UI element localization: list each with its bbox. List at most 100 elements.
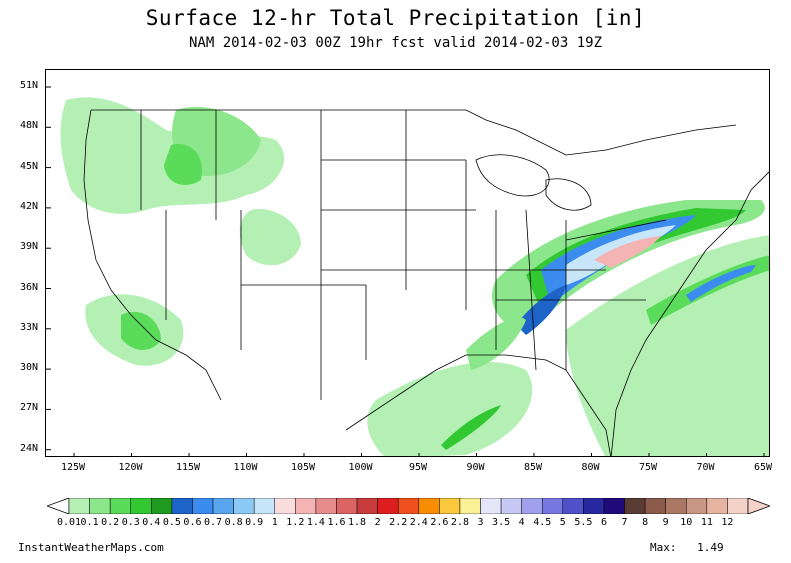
longitude-label: 80W — [581, 462, 600, 473]
legend-swatch — [336, 498, 358, 514]
precipitation-map — [45, 69, 770, 457]
longitude-label: 75W — [638, 462, 658, 473]
latitude-label: 39N — [19, 241, 38, 253]
legend-swatch — [644, 498, 666, 514]
legend-label: 3.5 — [492, 517, 511, 528]
latitude-label: 48N — [19, 120, 38, 132]
precip-area-idaho — [164, 144, 202, 185]
precip-area-atlantic-blue — [686, 265, 756, 302]
latitude-label: 24N — [19, 442, 38, 454]
legend-label: 3 — [477, 517, 484, 528]
map-subtitle: NAM 2014-02-03 00Z 19hr fcst valid 2014-… — [188, 35, 602, 51]
legend-label: 1 — [271, 517, 278, 528]
state-line-2 — [241, 159, 486, 360]
legend-swatch — [233, 498, 255, 514]
legend-swatch — [130, 498, 152, 514]
legend-label: 1.2 — [286, 517, 305, 528]
legend-swatch — [439, 498, 461, 514]
legend-label: 8 — [642, 517, 649, 528]
latitude-label: 33N — [19, 321, 38, 333]
legend-label: 1.6 — [327, 517, 346, 528]
legend-label: 10 — [680, 517, 693, 528]
east-coast — [610, 171, 769, 456]
legend-label: 12 — [721, 517, 734, 528]
legend-label: 4.5 — [533, 517, 552, 528]
legend-swatch — [89, 498, 111, 514]
legend-swatch — [500, 498, 522, 514]
latitude-label: 27N — [19, 402, 38, 414]
longitude-label: 100W — [348, 462, 373, 473]
legend-swatch — [356, 498, 378, 514]
longitude-label: 120W — [118, 462, 143, 473]
longitude-label: 105W — [290, 462, 316, 473]
legend-label: 0.7 — [203, 517, 223, 528]
legend-swatch — [192, 498, 214, 514]
legend-swatch — [377, 498, 399, 514]
legend-label: 5.5 — [574, 517, 593, 528]
precip-area-arizona-core — [121, 311, 161, 350]
legend-swatch — [459, 498, 481, 514]
legend-swatch — [212, 498, 234, 514]
longitude-label: 110W — [233, 462, 258, 473]
latitude-label: 42N — [19, 200, 38, 212]
legend-label: 6 — [600, 517, 607, 528]
legend-swatch — [397, 498, 420, 514]
legend-swatch — [274, 498, 296, 514]
latitude-label: 36N — [19, 281, 38, 293]
legend-label: 2 — [374, 517, 381, 528]
great-lakes — [475, 154, 592, 211]
legend-label: 9 — [662, 517, 669, 528]
legend-label: 11 — [700, 517, 713, 528]
longitude-label: 125W — [60, 462, 86, 473]
legend-label: 5 — [559, 517, 566, 528]
boundaries — [83, 109, 769, 456]
precip-area-gulf-streak — [441, 405, 501, 450]
legend-swatch — [171, 498, 193, 514]
legend-left-arrow — [47, 498, 70, 514]
legend-swatch — [109, 498, 131, 514]
legend-label: 2.8 — [450, 517, 469, 528]
longitude-label: 70W — [696, 462, 715, 473]
legend-swatch — [624, 498, 646, 514]
legend-label: 1.4 — [306, 517, 325, 528]
precip-area-gulf — [367, 362, 533, 456]
site-credit: InstantWeatherMaps.com — [18, 541, 164, 554]
canada-border — [91, 109, 737, 156]
state-line-3 — [405, 110, 567, 371]
legend-swatch — [68, 498, 90, 514]
legend-label: 1.8 — [348, 517, 367, 528]
longitude-label: 95W — [408, 462, 428, 473]
map-title: Surface 12-hr Total Precipitation [in] — [145, 6, 646, 30]
max-value-readout: Max: 1.49 — [650, 541, 724, 554]
state-line-1 — [140, 110, 322, 400]
legend-swatch — [603, 498, 625, 514]
latitude-label: 45N — [19, 160, 38, 172]
precip-area-colorado — [239, 209, 301, 266]
gulf-coast — [345, 354, 612, 456]
precip-area-main-pink — [594, 236, 661, 268]
coastline-west — [83, 109, 222, 401]
longitude-label: 85W — [523, 462, 543, 473]
legend-label: 0.9 — [245, 517, 264, 528]
longitude-label: 90W — [466, 462, 485, 473]
legend-swatch — [295, 498, 317, 514]
legend-label: 0.5 — [162, 517, 181, 528]
legend-label: 0.1 — [80, 517, 99, 528]
precip-area-atlantic — [566, 235, 769, 456]
legend-label: 4 — [518, 517, 525, 528]
max-label: Max: — [650, 541, 677, 554]
legend-swatch — [521, 498, 543, 514]
legend-label: 7 — [621, 517, 628, 528]
legend-label: 0.4 — [142, 517, 161, 528]
legend-swatch — [418, 498, 440, 514]
legend-swatch — [706, 498, 728, 514]
legend-label: 2.2 — [389, 517, 408, 528]
legend-right-arrow — [747, 498, 770, 514]
longitude-label: 115W — [175, 462, 201, 473]
grid-ticks — [46, 86, 765, 456]
precip-shading — [60, 97, 769, 456]
longitude-label: 65W — [753, 462, 773, 473]
legend-label: 0.01 — [56, 517, 82, 528]
legend-swatch — [480, 498, 502, 514]
legend-label: 2.6 — [430, 517, 449, 528]
